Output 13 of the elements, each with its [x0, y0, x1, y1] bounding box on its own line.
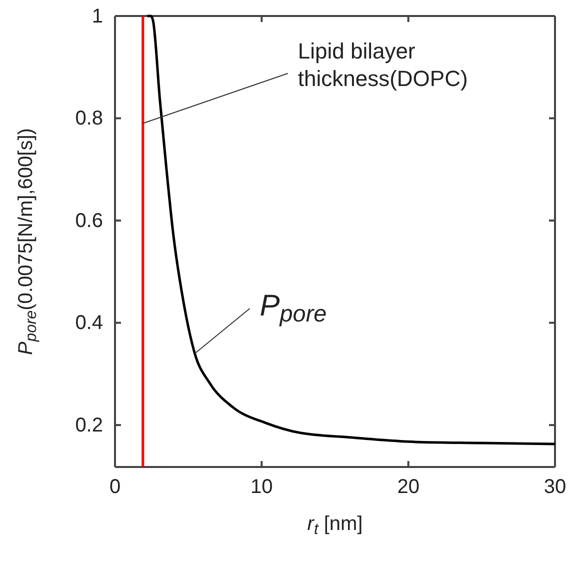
x-tick-label: 30 [544, 476, 566, 498]
y-tick-label: 0.6 [75, 210, 103, 232]
x-tick-label: 20 [397, 476, 420, 498]
y-tick-label: 0.2 [75, 414, 103, 436]
x-tick-label: 0 [109, 476, 121, 498]
y-tick-label: 0.4 [75, 312, 103, 334]
line-series [146, 14, 556, 446]
y-tick-label: 1 [92, 5, 103, 28]
x-axis-title: r$_{t}$ [nm] [307, 513, 363, 538]
y-tick-label: 0.8 [75, 108, 103, 130]
annotation: Lipid bilayer thickness(DOPC) [298, 38, 468, 91]
x-tick-label: 10 [250, 476, 273, 498]
annotation: P$_{pore}$ [260, 289, 327, 326]
